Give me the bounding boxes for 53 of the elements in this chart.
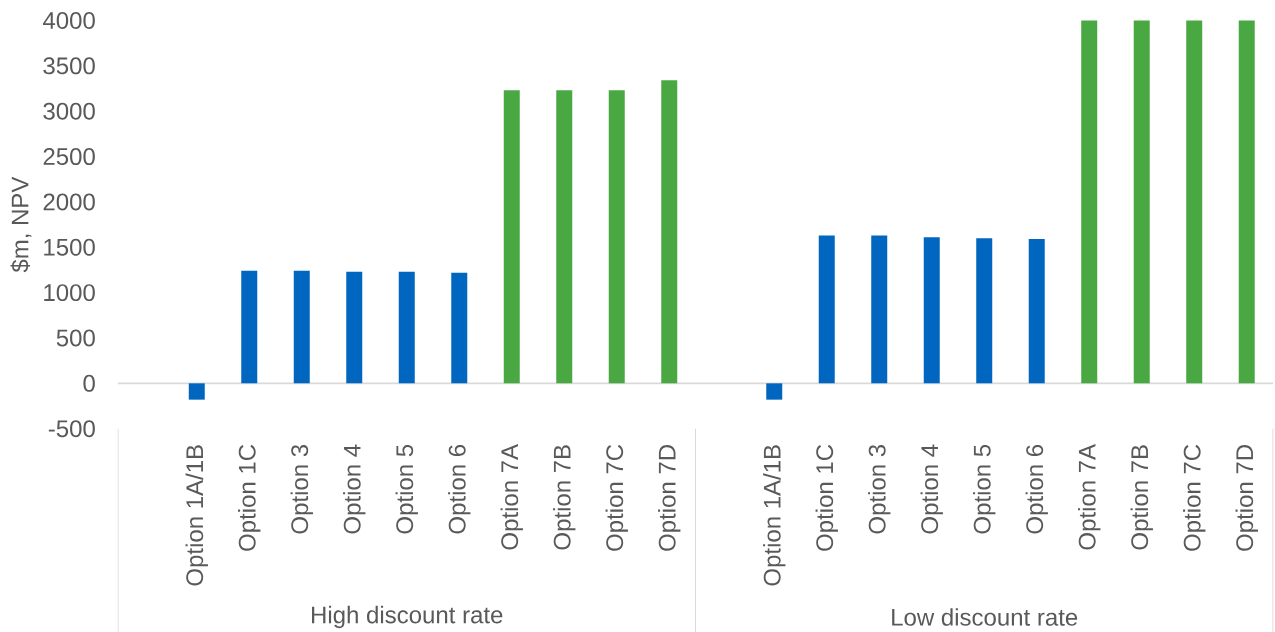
y-tick-label: 1000 — [44, 284, 95, 302]
bar — [398, 271, 415, 384]
bar — [1133, 20, 1150, 384]
bar — [766, 383, 783, 400]
x-tick-label: Option 7C — [1183, 444, 1206, 551]
text: Low discount rate — [892, 608, 1078, 626]
bar — [976, 238, 993, 384]
bar — [556, 90, 573, 384]
x-tick-label: Option 1C — [238, 444, 261, 551]
x-tick-label: Option 7C — [605, 444, 628, 551]
x-tick-label: Option 1C — [815, 444, 838, 551]
bar — [293, 270, 310, 384]
y-tick-label: -500 — [48, 420, 95, 438]
x-tick-label: Option 7D — [658, 445, 681, 551]
x-tick-label: Option 1A/1B — [763, 445, 786, 586]
bar — [1081, 20, 1098, 384]
x-tick-label: Option 3 — [290, 444, 313, 534]
x-tick-label: Option 7A — [500, 443, 523, 550]
x-tick-label: Option 1A/1B — [185, 445, 208, 586]
x-tick-label: Option 7B — [553, 445, 576, 550]
bar — [661, 80, 678, 384]
y-tick-label: 3500 — [43, 57, 95, 75]
bar — [608, 90, 625, 384]
y-tick-label: 2500 — [43, 148, 95, 166]
x-tick-label: Option 6 — [1025, 444, 1048, 534]
bar — [1186, 20, 1203, 384]
x-tick-label: Option 7D — [1235, 445, 1258, 551]
y-tick-label: 3000 — [43, 102, 95, 120]
bar — [923, 237, 940, 384]
bar — [241, 270, 258, 384]
y-tick-label: 500 — [56, 329, 95, 347]
bar — [346, 271, 363, 384]
y-axis-title: $m, NPV — [10, 176, 32, 273]
x-tick-label: Option 4 — [343, 444, 366, 534]
bar — [188, 383, 205, 400]
y-tick-label: 0 — [83, 374, 95, 392]
bar — [503, 90, 520, 384]
bar — [871, 235, 888, 384]
bar — [1028, 239, 1045, 384]
y-tick-label: 4000 — [42, 12, 95, 29]
x-tick-label: Option 4 — [920, 444, 943, 534]
x-tick-label: Option 7B — [1130, 445, 1153, 550]
x-tick-label: Option 3 — [868, 444, 891, 534]
bar — [1238, 20, 1255, 384]
text: High discount rate — [312, 605, 503, 629]
x-tick-label: Option 5 — [395, 444, 418, 534]
x-tick-label: Option 5 — [973, 444, 996, 534]
bar — [451, 272, 468, 384]
bar — [818, 235, 835, 384]
y-tick-label: 2000 — [43, 193, 95, 211]
y-tick-label: 1500 — [44, 238, 95, 256]
x-tick-label: Option 6 — [448, 444, 471, 534]
x-tick-label: Option 7A — [1078, 443, 1101, 550]
